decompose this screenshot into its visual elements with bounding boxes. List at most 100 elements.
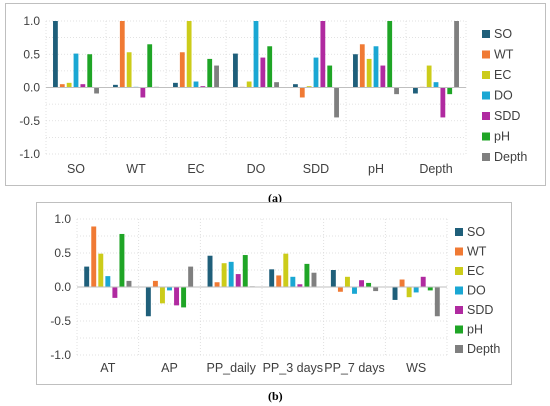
- bar-ec-3: [246, 81, 252, 88]
- bar-wt-0: [91, 226, 97, 287]
- legend-label-depth: Depth: [467, 342, 500, 356]
- legend-label-do: DO: [494, 89, 513, 103]
- legend-swatch-ph: [455, 325, 463, 334]
- bar-so-1: [113, 84, 118, 88]
- bar-ph-3: [267, 46, 273, 88]
- x-category-label: PP_3 days: [263, 361, 323, 375]
- bar-do-6: [433, 82, 439, 88]
- x-category-label: DO: [247, 162, 266, 176]
- bar-do-2: [228, 261, 234, 287]
- y-tick-label: 1.0: [54, 212, 71, 226]
- bar-wt-2: [214, 282, 220, 287]
- bar-wt-1: [152, 280, 158, 287]
- bar-wt-4: [299, 87, 305, 98]
- chart-b-caption: (b): [268, 389, 283, 403]
- legend-swatch-depth: [455, 345, 463, 353]
- bar-ec-5: [366, 58, 372, 88]
- y-tick-label: 1.0: [23, 14, 40, 28]
- bar-depth-1: [188, 266, 194, 287]
- x-category-label: Depth: [419, 162, 452, 176]
- bar-ec-5: [406, 287, 412, 298]
- bar-depth-2: [214, 65, 219, 88]
- bar-sdd-3: [297, 284, 303, 287]
- bar-do-3: [253, 21, 259, 88]
- bar-sdd-6: [440, 87, 446, 118]
- bar-sdd-0: [112, 287, 118, 298]
- bar-wt-2: [179, 52, 185, 88]
- legend-label-depth: Depth: [494, 150, 527, 164]
- x-category-label: SO: [67, 162, 85, 176]
- chart-a-caption: (a): [268, 191, 282, 205]
- bar-so-0: [53, 21, 58, 88]
- bar-ph-1: [147, 44, 153, 88]
- bar-wt-0: [59, 84, 65, 88]
- legend-label-so: SO: [467, 225, 485, 239]
- y-tick-label: 0.5: [23, 47, 40, 61]
- bar-so-2: [173, 82, 178, 88]
- chart-b-svg: 1.0 0.5 0.0 -0.5 -1.0 AT AP PP_daily PP_3 days PP…: [50, 212, 500, 375]
- bar-do-2: [193, 81, 199, 88]
- legend-swatch-sdd: [482, 112, 490, 120]
- bar-do-5: [413, 287, 419, 293]
- y-tick-label: -1.0: [19, 147, 40, 161]
- y-tick-label: -0.5: [50, 314, 71, 328]
- x-category-label: pH: [368, 162, 384, 176]
- chart-a-svg: 1.0 0.5 0.0 -0.5 -1.0 SO WT EC DO SDD pH Depth SO WT E…: [19, 14, 527, 176]
- legend-label-sdd: SDD: [494, 109, 520, 123]
- legend-swatch-ec: [455, 267, 463, 275]
- bar-ec-2: [186, 21, 192, 88]
- legend-label-ph: pH: [494, 130, 510, 144]
- bar-so-2: [207, 255, 213, 287]
- bar-so-3: [233, 53, 238, 88]
- legend-label-wt: WT: [494, 48, 514, 62]
- x-category-label: WS: [406, 361, 426, 375]
- legend-swatch-ec: [482, 71, 490, 79]
- bar-sdd-1: [174, 287, 180, 306]
- bar-sdd-2: [235, 274, 241, 287]
- bar-sdd-5: [420, 276, 426, 287]
- legend-swatch-sdd: [455, 306, 463, 314]
- bar-sdd-0: [80, 84, 86, 88]
- bar-ec-4: [306, 86, 312, 88]
- x-category-label: AP: [161, 361, 178, 375]
- bar-depth-4: [334, 87, 339, 118]
- x-category-label: AT: [100, 361, 115, 375]
- bar-so-4: [293, 84, 298, 88]
- bar-ph-3: [304, 263, 310, 287]
- bar-ph-4: [327, 65, 333, 88]
- x-category-label: WT: [126, 162, 146, 176]
- bar-depth-3: [274, 82, 279, 88]
- bar-ph-0: [119, 233, 125, 287]
- bar-depth-3: [311, 272, 317, 287]
- legend-swatch-so: [455, 228, 463, 236]
- bar-so-4: [330, 270, 336, 287]
- x-category-label: EC: [187, 162, 204, 176]
- legend-label-ec: EC: [494, 68, 511, 82]
- x-category-label: PP_daily: [206, 361, 256, 375]
- x-category-label: PP_7 days: [324, 361, 384, 375]
- bar-depth-0: [94, 87, 99, 94]
- bar-do-4: [352, 287, 357, 294]
- legend-swatch-so: [482, 30, 490, 38]
- legend-label-so: SO: [494, 27, 512, 41]
- bar-sdd-5: [380, 65, 386, 88]
- bar-so-0: [84, 266, 90, 287]
- bar-wt-5: [359, 44, 365, 88]
- bar-wt-5: [399, 279, 405, 287]
- y-tick-label: 0.0: [23, 81, 40, 95]
- bar-ec-4: [344, 276, 350, 287]
- bar-so-5: [392, 287, 398, 300]
- legend-swatch-depth: [482, 153, 490, 161]
- bar-depth-5: [394, 87, 399, 95]
- bar-do-5: [373, 46, 379, 88]
- chart-panel-b: 1.0 0.5 0.0 -0.5 -1.0 AT AP PP_daily PP_3 days PP…: [36, 202, 512, 385]
- y-tick-label: 0.5: [54, 246, 71, 260]
- legend-label-do: DO: [467, 284, 486, 298]
- bar-ph-1: [181, 287, 187, 308]
- bar-do-4: [313, 57, 319, 88]
- bar-ec-2: [221, 263, 227, 287]
- legend-label-ec: EC: [467, 264, 484, 278]
- legend-swatch-do: [482, 91, 490, 100]
- legend-swatch-ph: [482, 132, 490, 141]
- bar-ec-0: [66, 82, 72, 88]
